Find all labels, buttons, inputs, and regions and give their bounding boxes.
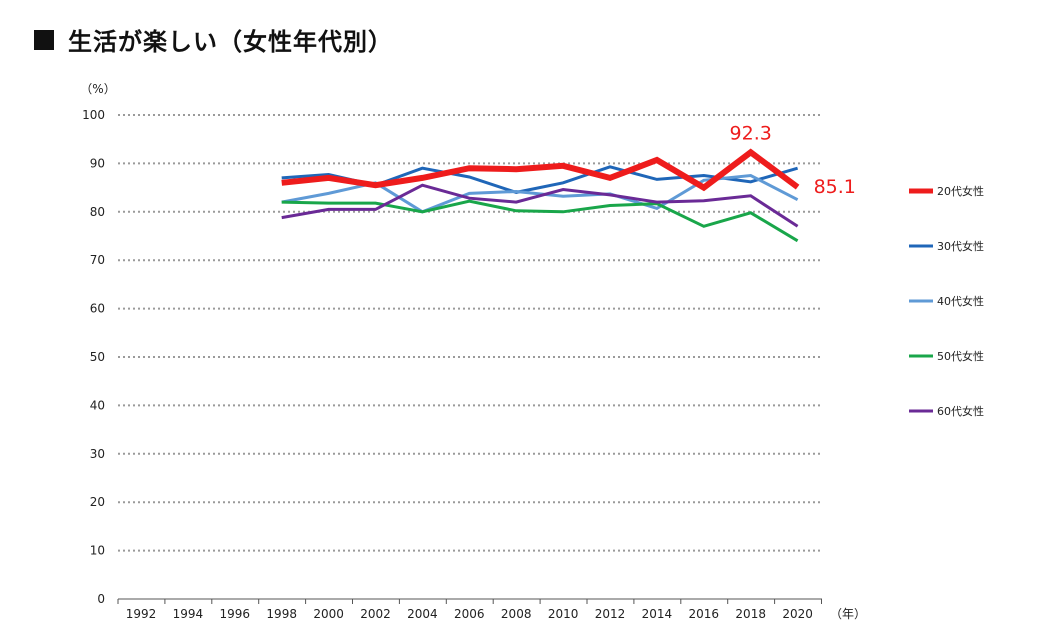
x-tick-label: 1996	[220, 607, 251, 621]
series-line-20代女性	[281, 148, 800, 192]
x-tick-label: 1998	[266, 607, 297, 621]
y-tick-label: 70	[90, 253, 105, 267]
series-line-60代女性	[281, 183, 799, 228]
x-tick-label: 2008	[501, 607, 532, 621]
data-label: 85.1	[814, 176, 856, 198]
axes: （%） 0 10 20 30 40 50 60 70 80 90 100 1992 1994 1996 199…	[80, 82, 866, 621]
legend-label: 60代女性	[937, 404, 984, 418]
chart-title-text: 生活が楽しい（女性年代別）	[68, 28, 393, 56]
y-tick-label: 0	[97, 592, 105, 606]
y-tick-label: 100	[82, 108, 105, 122]
legend-label: 40代女性	[937, 294, 984, 308]
y-tick-label: 20	[90, 495, 105, 509]
x-axis-unit: （年）	[830, 607, 866, 621]
chart-title: 生活が楽しい（女性年代別）	[34, 22, 393, 57]
x-tick-label: 2018	[735, 607, 766, 621]
y-tick-label: 50	[90, 350, 105, 364]
x-tick-label: 2016	[689, 607, 720, 621]
x-tick-label: 2010	[548, 607, 579, 621]
x-tick-label: 1992	[126, 607, 157, 621]
x-tick-label: 2006	[454, 607, 485, 621]
y-tick-label: 90	[90, 156, 105, 170]
x-tick-label: 2012	[595, 607, 626, 621]
data-label: 92.3	[730, 122, 772, 144]
series-lines	[281, 148, 800, 243]
legend-label: 20代女性	[937, 184, 984, 198]
y-axis-unit: （%）	[80, 82, 115, 96]
data-annotations: 92.3 85.1	[730, 122, 856, 198]
y-tick-label: 10	[90, 544, 105, 558]
legend: 20代女性 30代女性 40代女性 50代女性 60代女性	[909, 184, 984, 418]
y-tick-label: 60	[90, 302, 105, 316]
x-tick-label: 2002	[360, 607, 391, 621]
x-tick-label: 2020	[782, 607, 813, 621]
title-square-icon	[34, 29, 54, 50]
legend-label: 30代女性	[937, 239, 984, 253]
legend-label: 50代女性	[937, 349, 984, 363]
y-tick-label: 80	[90, 205, 105, 219]
series-line-50代女性	[281, 199, 799, 243]
y-tick-label: 30	[90, 447, 105, 461]
x-tick-label: 2014	[642, 607, 673, 621]
y-tick-label: 40	[90, 398, 105, 412]
grid-lines	[118, 114, 822, 552]
x-tick-label: 1994	[173, 607, 204, 621]
x-tick-label: 2000	[313, 607, 344, 621]
x-tick-label: 2004	[407, 607, 438, 621]
